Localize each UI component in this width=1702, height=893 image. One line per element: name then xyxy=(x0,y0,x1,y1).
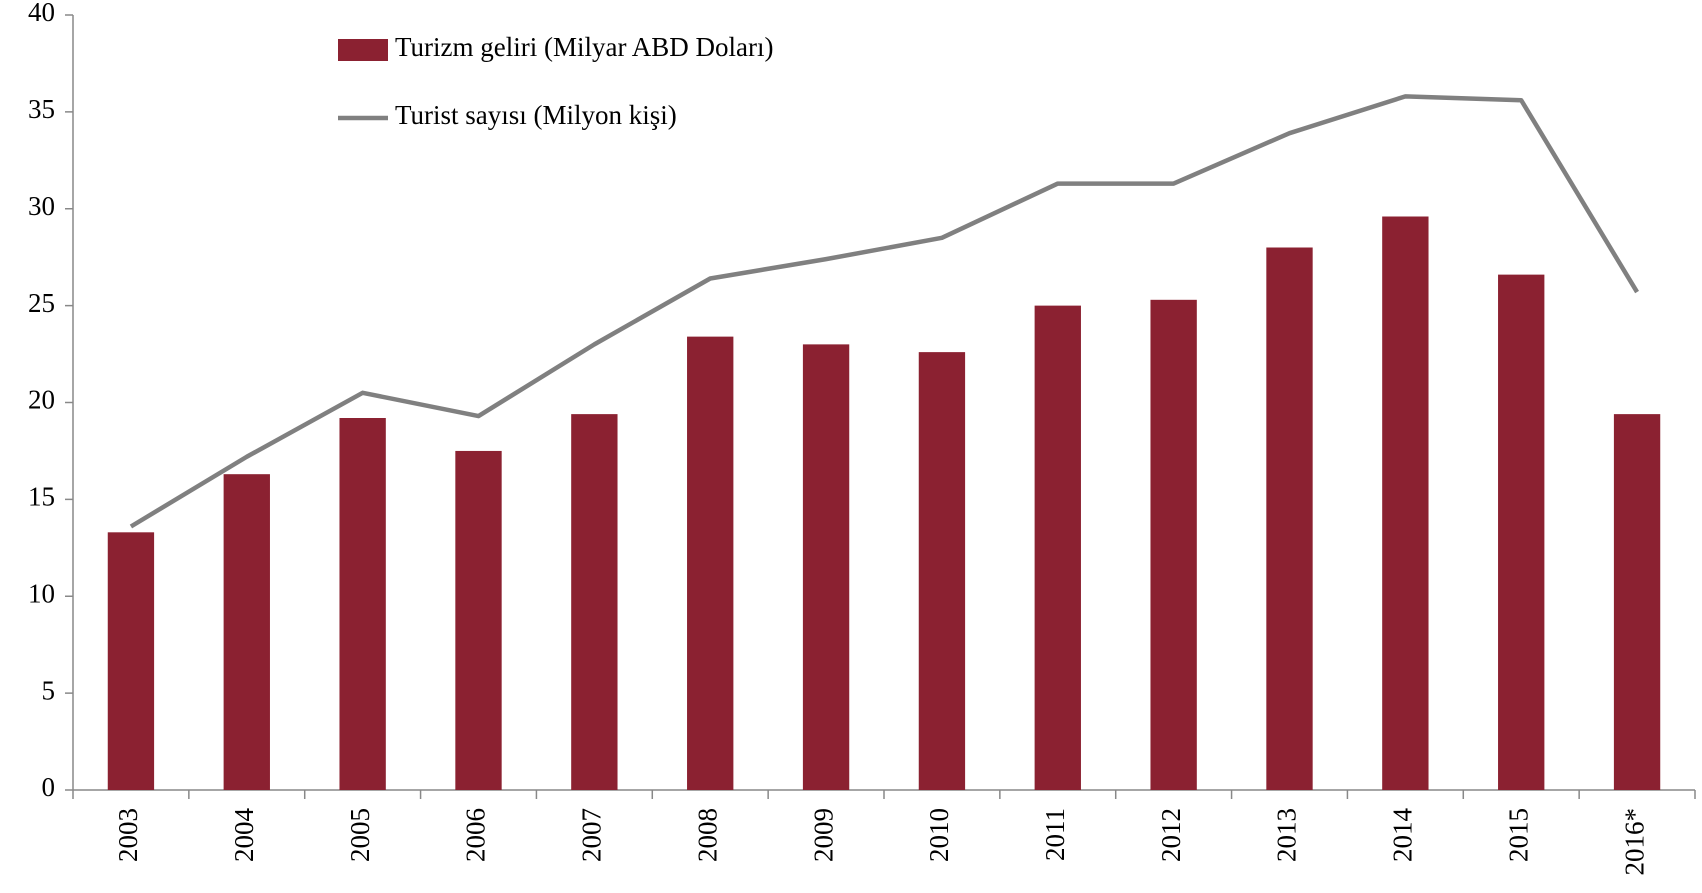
y-tick-label: 5 xyxy=(42,675,56,705)
bar xyxy=(802,344,850,790)
x-tick-label: 2009 xyxy=(808,808,838,862)
y-tick-label: 15 xyxy=(28,482,55,512)
x-tick-label: 2016* xyxy=(1619,808,1649,876)
x-tick-label: 2011 xyxy=(1040,808,1070,861)
bar xyxy=(571,414,618,790)
line xyxy=(129,94,1639,529)
bar xyxy=(1498,274,1545,790)
x-tick-label: 2010 xyxy=(924,808,954,862)
y-tick-label: 0 xyxy=(42,772,56,802)
bar xyxy=(1613,414,1661,790)
x-tick-label: 2004 xyxy=(229,808,259,863)
y-tick-label: 25 xyxy=(28,288,55,318)
x-tick-label: 2008 xyxy=(692,808,722,862)
x-tick-label: 2014 xyxy=(1388,808,1418,863)
bar xyxy=(455,450,502,790)
y-tick-label: 30 xyxy=(28,191,55,221)
bar xyxy=(339,418,386,790)
x-tick-label: 2005 xyxy=(345,808,375,862)
y-tick-label: 35 xyxy=(28,94,55,124)
bar xyxy=(107,532,155,790)
bar xyxy=(1150,299,1197,790)
bar xyxy=(918,352,966,790)
bar xyxy=(687,336,734,790)
x-tick-label: 2012 xyxy=(1156,808,1186,862)
legend-swatch xyxy=(338,39,388,61)
legend-label: Turizm geliri (Milyar ABD Doları) xyxy=(395,32,773,62)
x-tick-label: 2006 xyxy=(461,808,491,862)
y-tick-label: 40 xyxy=(28,0,55,27)
legend-label: Turist sayısı (Milyon kişi) xyxy=(395,100,677,130)
y-tick-label: 10 xyxy=(28,578,55,608)
bar xyxy=(223,474,270,790)
bar xyxy=(1034,305,1081,790)
x-tick-label: 2007 xyxy=(577,808,607,862)
bar xyxy=(1266,247,1313,790)
y-tick-label: 20 xyxy=(28,385,55,415)
x-tick-label: 2015 xyxy=(1503,808,1533,862)
x-tick-label: 2013 xyxy=(1272,808,1302,862)
bar xyxy=(1382,216,1429,790)
x-tick-label: 2003 xyxy=(113,808,143,862)
